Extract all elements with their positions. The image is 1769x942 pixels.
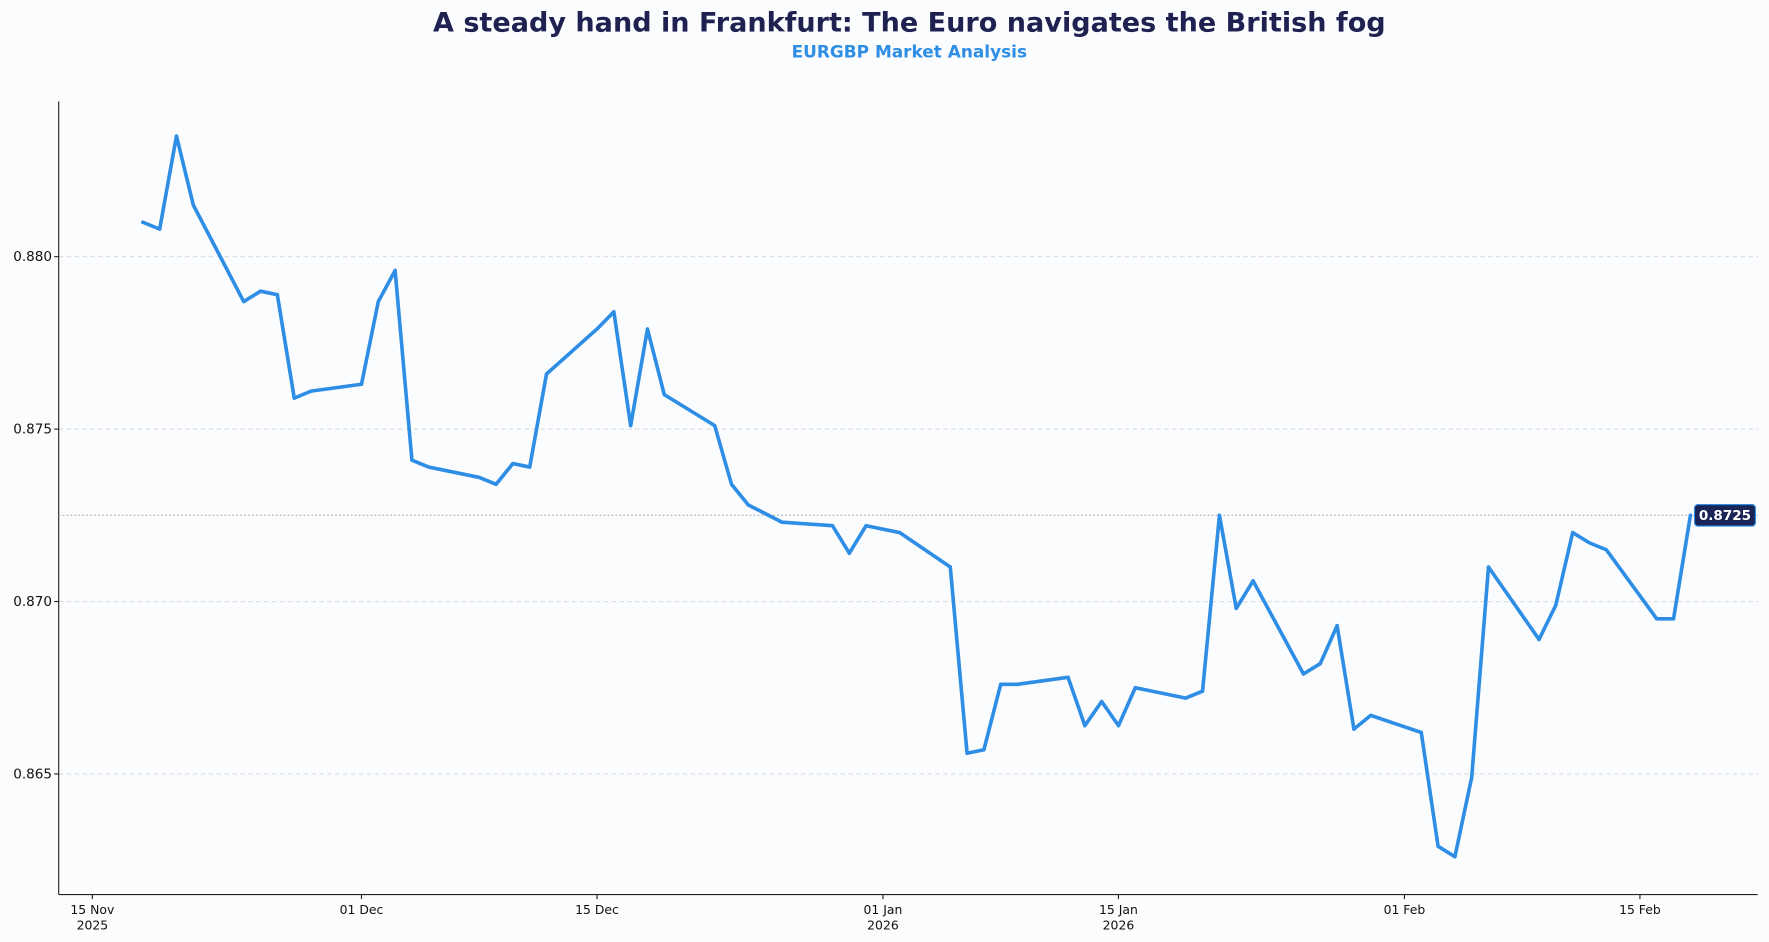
- data-point: [729, 482, 734, 486]
- data-point: [1251, 579, 1255, 583]
- x-tick-label: 15 Nov: [70, 902, 114, 917]
- data-point: [965, 751, 969, 755]
- x-tick-label: 15 Dec: [575, 902, 619, 917]
- data-point: [427, 465, 431, 469]
- data-point: [1453, 854, 1457, 859]
- y-axis-ticks: 0.865 0.870 0.875 0.880: [13, 249, 59, 782]
- data-point: [494, 482, 498, 486]
- x-tick-label: 01 Dec: [340, 902, 384, 917]
- data-point: [780, 520, 784, 524]
- data-point: [1369, 713, 1373, 718]
- x-tick-year-label: 2026: [1103, 918, 1135, 933]
- data-point: [477, 475, 481, 480]
- data-points: [141, 134, 1693, 859]
- data-point: [292, 396, 296, 400]
- data-point: [528, 465, 532, 469]
- data-point: [1688, 513, 1693, 518]
- data-point: [1352, 727, 1356, 731]
- data-point: [275, 292, 280, 297]
- data-point: [1436, 844, 1440, 849]
- data-point: [174, 134, 179, 138]
- data-point: [1184, 696, 1188, 700]
- data-point: [1301, 672, 1306, 676]
- data-point: [1335, 623, 1339, 628]
- data-point: [511, 461, 515, 466]
- data-point: [1537, 637, 1541, 642]
- data-point: [309, 389, 313, 393]
- data-point: [393, 268, 397, 273]
- data-point: [1200, 689, 1205, 693]
- data-point: [1587, 541, 1592, 545]
- y-tick-label: 0.875: [13, 422, 52, 438]
- data-point: [1133, 686, 1137, 690]
- x-tick-label: 01 Feb: [1384, 902, 1426, 917]
- data-point: [1419, 730, 1423, 735]
- data-point: [662, 392, 666, 397]
- data-point: [713, 423, 717, 428]
- data-point: [645, 327, 650, 331]
- data-point: [1570, 530, 1575, 535]
- data-point: [1099, 699, 1104, 704]
- x-tick-label: 01 Jan: [864, 902, 903, 917]
- last-value-label: 0.8725: [1699, 508, 1751, 524]
- data-point: [1066, 675, 1070, 680]
- data-point: [1116, 723, 1121, 728]
- data-point: [628, 423, 633, 428]
- grid-lines: [58, 256, 1758, 775]
- y-tick-label: 0.870: [13, 594, 52, 610]
- data-point: [1083, 723, 1087, 728]
- x-tick-label: 15 Feb: [1619, 902, 1661, 917]
- data-point: [1671, 617, 1676, 621]
- data-point: [1234, 606, 1238, 611]
- data-point: [141, 220, 145, 224]
- data-point: [1217, 513, 1222, 518]
- chart-subtitle: EURGBP Market Analysis: [792, 42, 1027, 62]
- y-tick-label: 0.865: [13, 766, 52, 782]
- data-point: [1015, 682, 1020, 686]
- chart-title: A steady hand in Frankfurt: The Euro nav…: [433, 8, 1386, 39]
- data-point: [1554, 603, 1558, 607]
- data-point: [982, 748, 986, 752]
- data-point: [410, 458, 414, 462]
- data-point: [376, 299, 381, 304]
- data-point: [612, 310, 616, 314]
- data-point: [847, 551, 852, 555]
- data-point: [864, 523, 868, 528]
- y-tick-label: 0.880: [13, 249, 52, 265]
- last-value-badge: 0.8725: [1693, 504, 1756, 527]
- data-point: [746, 503, 751, 507]
- data-point: [595, 327, 599, 331]
- data-point: [898, 530, 902, 535]
- data-point: [1486, 565, 1491, 569]
- data-point: [242, 299, 246, 304]
- data-point: [830, 523, 835, 528]
- data-point: [544, 372, 549, 376]
- data-point: [1318, 661, 1323, 666]
- data-point: [999, 682, 1003, 686]
- data-point: [948, 565, 952, 569]
- data-point: [1470, 775, 1474, 780]
- x-tick-label: 15 Jan: [1099, 902, 1138, 917]
- data-point: [258, 289, 263, 293]
- data-point: [1604, 548, 1608, 552]
- data-point: [191, 203, 195, 207]
- x-tick-year-label: 2026: [867, 918, 899, 933]
- x-tick-year-label: 2025: [77, 918, 109, 933]
- data-point: [359, 382, 364, 386]
- data-point: [1655, 617, 1659, 621]
- data-point: [157, 227, 162, 231]
